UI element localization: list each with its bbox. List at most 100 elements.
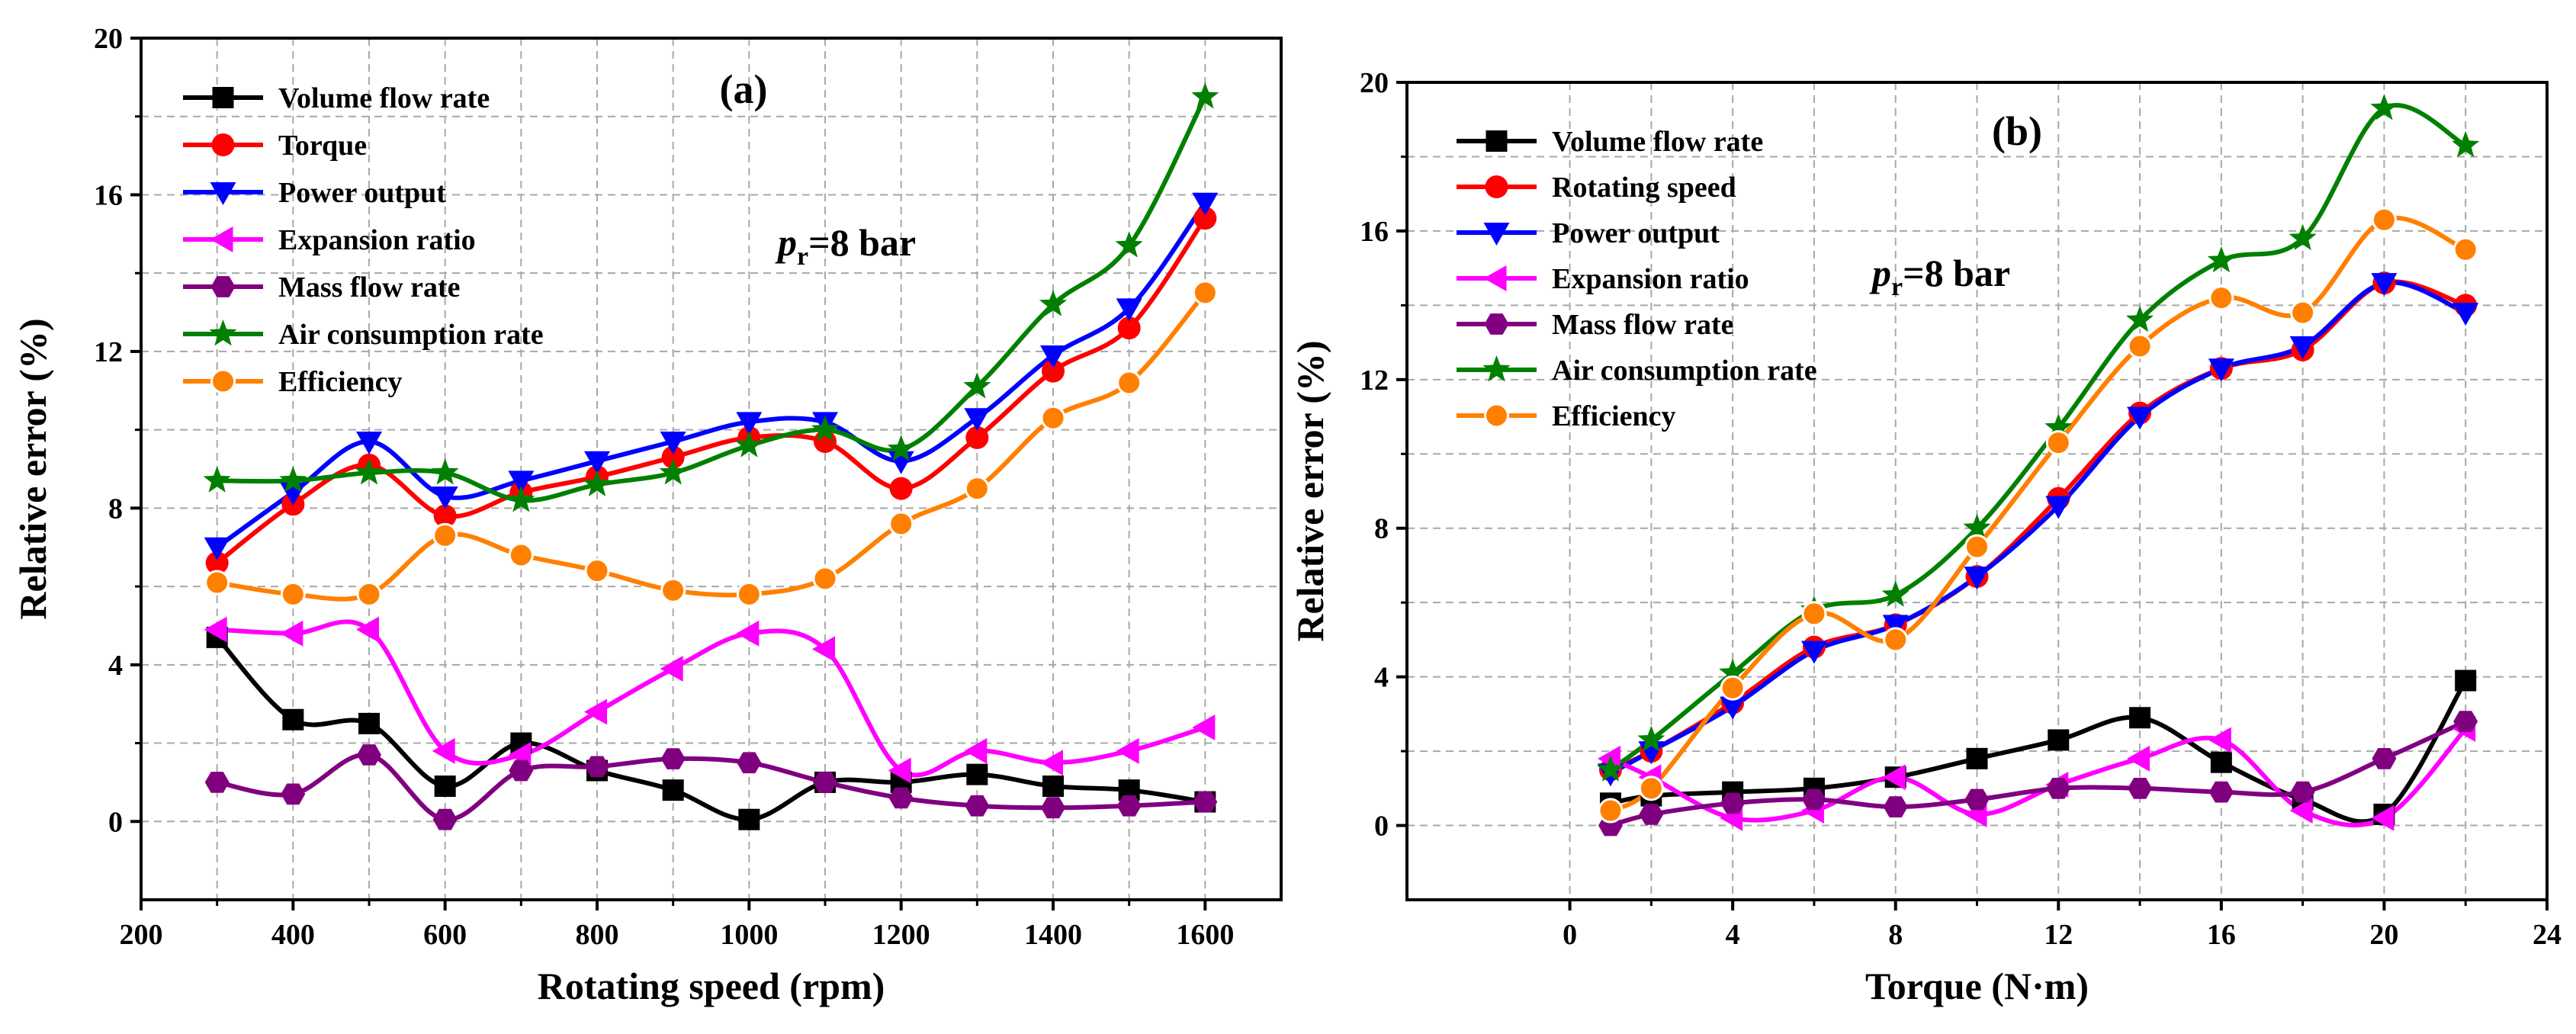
data-point	[737, 752, 762, 774]
legend-item-efficiency: Efficiency	[183, 366, 403, 398]
data-point	[660, 577, 686, 603]
legend-label: Air consumption rate	[1552, 355, 1817, 387]
series-markers-efficiency	[204, 280, 1218, 607]
x-tick-label: 20	[2369, 919, 2398, 951]
data-point	[2453, 711, 2478, 732]
x-tick-label: 16	[2207, 919, 2236, 951]
data-point	[1598, 798, 1624, 824]
data-point	[1040, 345, 1066, 369]
data-point	[2370, 94, 2398, 120]
data-point	[811, 415, 840, 442]
series-line-expansion-ratio	[214, 619, 1208, 778]
data-point	[1964, 534, 1990, 560]
data-point	[1193, 207, 1217, 230]
data-point	[2207, 246, 2235, 273]
data-point	[585, 756, 609, 778]
y-tick-label: 0	[1374, 811, 1389, 843]
data-point	[1881, 580, 1910, 607]
data-point	[1042, 359, 1065, 383]
legend-swatch-marker	[210, 276, 236, 297]
x-tick-label: 1600	[1176, 919, 1234, 951]
x-tick-label: 24	[2533, 919, 2562, 951]
data-point	[2208, 727, 2231, 753]
data-point	[964, 737, 988, 764]
data-point	[2126, 305, 2154, 332]
x-tick-label: 1400	[1024, 919, 1082, 951]
y-tick-label: 8	[108, 493, 123, 525]
data-point	[507, 486, 535, 512]
legend-label: Power output	[1552, 217, 1720, 249]
x-tick-label: 1000	[720, 919, 778, 951]
data-point	[1883, 627, 1909, 653]
data-point	[433, 504, 457, 528]
data-point	[358, 712, 380, 734]
legend-label: Air consumption rate	[278, 319, 544, 351]
data-point	[2210, 751, 2232, 773]
data-point	[583, 470, 612, 496]
data-point	[1040, 750, 1063, 776]
data-point	[736, 581, 762, 607]
x-axis-title: Rotating speed (rpm)	[538, 965, 885, 1007]
data-point	[660, 655, 683, 682]
data-point	[965, 795, 990, 817]
data-point	[965, 425, 989, 449]
data-point	[1801, 601, 1827, 627]
data-point	[1639, 804, 1664, 825]
legend-a: Volume flow rate Torque Power output Expans…	[183, 82, 544, 398]
legend-item-air-consumption-rate: Air consumption rate	[1457, 355, 1817, 387]
data-point	[204, 537, 230, 560]
y-tick-label: 16	[94, 179, 123, 211]
data-point	[280, 581, 306, 607]
data-point	[281, 783, 306, 805]
data-point	[1117, 316, 1141, 340]
legend-label: Volume flow rate	[278, 82, 490, 114]
data-point	[1041, 797, 1065, 819]
data-point	[1964, 567, 1990, 590]
data-point	[584, 698, 607, 725]
ticks-b: 0 4 8 12 16 20 24 0 4 8 12 16 20	[1360, 67, 2562, 951]
legend-item-expansion-ratio: Expansion ratio	[183, 224, 476, 256]
series-markers-mass-flow-rate	[204, 744, 1218, 830]
data-point	[204, 772, 230, 793]
legend-swatch-marker	[212, 87, 234, 108]
legend-swatch-marker	[1485, 175, 1508, 198]
legend-swatch-marker	[209, 320, 237, 346]
data-point	[1720, 792, 1746, 814]
x-tick-label: 800	[576, 919, 619, 951]
chart-panel-a: 200 400 600 800 1000 1200 1400 1600 0 4 8 12 16 20 Rot…	[11, 23, 1283, 1007]
data-point	[2452, 130, 2480, 158]
data-point	[280, 620, 304, 647]
panel-label: (a)	[720, 66, 768, 112]
data-point	[584, 558, 610, 584]
y-tick-label: 4	[1374, 662, 1389, 694]
legend-label: Rotating speed	[1552, 172, 1736, 204]
data-point	[355, 458, 384, 485]
chart-panel-b: 0 4 8 12 16 20 24 0 4 8 12 16 20 Torque (N·m) Relative…	[1289, 67, 2562, 1007]
legend-label: Expansion ratio	[1552, 263, 1749, 295]
data-point	[204, 616, 227, 643]
legend-swatch-marker	[210, 226, 233, 252]
legend-label: Efficiency	[1552, 400, 1676, 432]
legend-swatch-marker	[210, 368, 236, 394]
data-point	[1596, 755, 1624, 782]
data-point	[1192, 280, 1218, 306]
data-point	[662, 779, 684, 801]
data-point	[508, 470, 535, 494]
data-point	[660, 748, 686, 769]
series-markers-volume-flow-rate	[206, 626, 1216, 830]
y-tick-label: 16	[1360, 216, 1389, 248]
data-point	[2127, 406, 2154, 430]
legend-swatch-marker	[1486, 130, 1508, 152]
legend-item-power-output: Power output	[183, 177, 446, 209]
data-point	[1116, 737, 1139, 764]
x-axis-title: Torque (N·m)	[1865, 965, 2089, 1007]
data-point	[2128, 778, 2153, 799]
legend-label: Power output	[278, 177, 446, 209]
data-point	[1193, 791, 1218, 813]
data-point	[2452, 236, 2478, 262]
data-point	[1116, 795, 1142, 817]
data-point	[1882, 764, 1906, 791]
legend-label: Volume flow rate	[1552, 126, 1763, 158]
data-point	[736, 620, 760, 647]
legend-label: Mass flow rate	[278, 271, 460, 303]
